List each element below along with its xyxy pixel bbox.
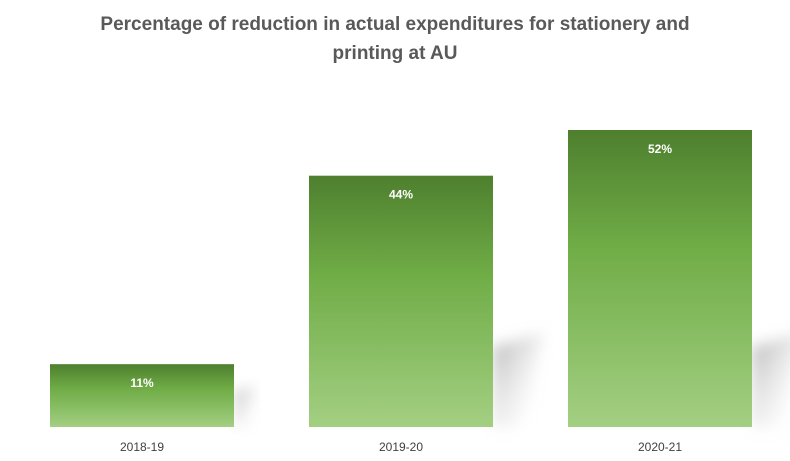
bar-shadow <box>493 332 543 427</box>
data-label-2018-19: 11% <box>130 376 154 390</box>
bar-2020-21 <box>568 130 752 427</box>
x-tick-label-2019-20: 2019-20 <box>379 440 423 454</box>
bar-shadow <box>752 335 790 427</box>
chart-title-line-1: Percentage of reduction in actual expend… <box>100 14 690 35</box>
data-label-2020-21: 52% <box>648 142 672 156</box>
data-label-2019-20: 44% <box>389 188 413 202</box>
x-tick-label-2018-19: 2018-19 <box>120 440 164 454</box>
data-labels-group: 11% 44% 52% <box>130 142 672 390</box>
bar-2018-19 <box>50 364 234 427</box>
chart-title: Percentage of reduction in actual expend… <box>0 10 790 68</box>
x-axis-ticks: 2018-19 2019-20 2020-21 <box>120 440 682 454</box>
bars-group <box>50 130 752 427</box>
bar-shadow <box>234 385 256 427</box>
bar-shadows <box>234 332 790 427</box>
bar-2019-20 <box>309 175 493 427</box>
x-tick-label-2020-21: 2020-21 <box>638 440 682 454</box>
chart-title-line-2: printing at AU <box>332 43 458 64</box>
